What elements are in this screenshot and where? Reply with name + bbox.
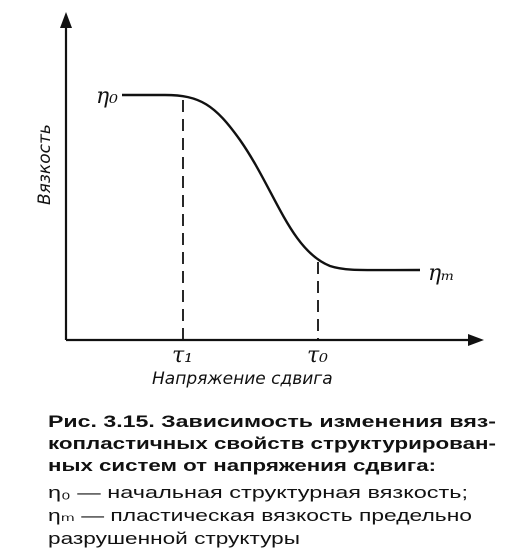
curve	[122, 93, 421, 272]
curve-label: η₀	[96, 84, 118, 109]
x-axis-label: Напряжение сдвига	[152, 369, 333, 389]
curve-label: ηₘ	[428, 261, 455, 286]
caption-line: Рис. 3.15. Зависимость изменения вяз-	[48, 412, 496, 431]
y-axis-label: Вязкость	[35, 124, 55, 205]
x-mark-label: τ₁	[172, 343, 193, 368]
axes	[64, 22, 474, 342]
legend-line: ηₘ — пластическая вязкость предельно	[48, 506, 472, 525]
legend-line: η₀ — начальная структурная вязкость;	[48, 483, 468, 502]
x-arrow	[468, 334, 484, 346]
caption-line: копластичных свойств структурирован-	[48, 434, 496, 453]
legend-line: разрушенной структуры	[48, 529, 300, 548]
y-arrow	[60, 12, 72, 28]
caption-line: ных систем от напряжения сдвига:	[48, 456, 436, 475]
x-mark-label: τ₀	[307, 343, 328, 368]
